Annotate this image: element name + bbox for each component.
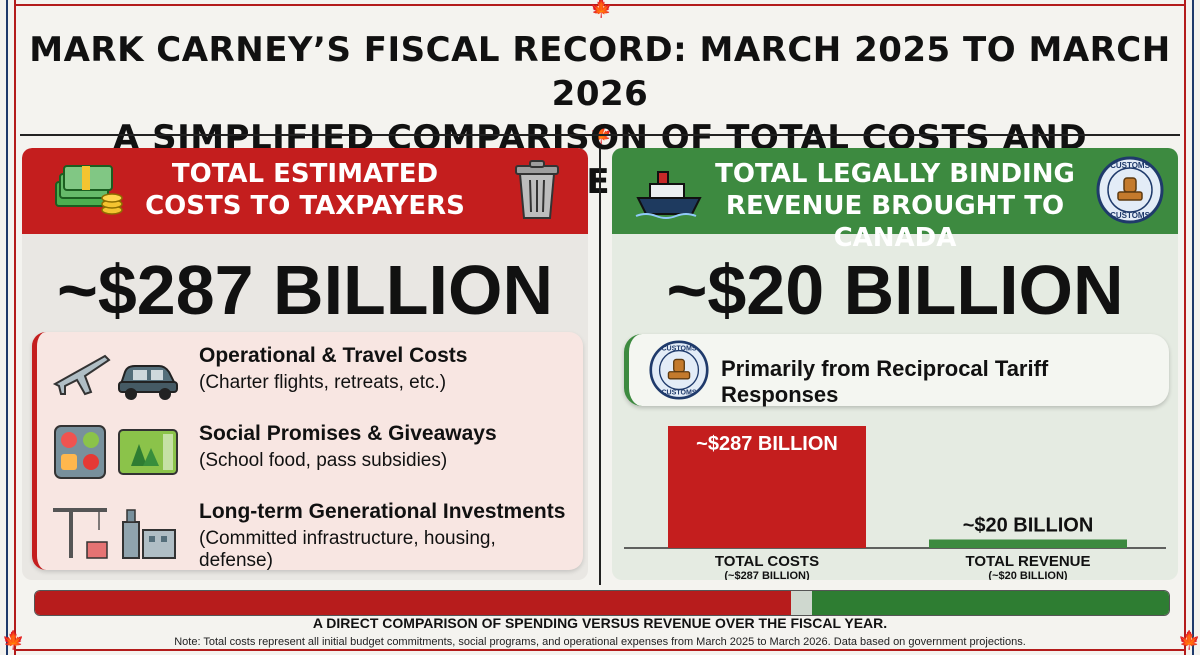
revenue-header-line-2: REVENUE BROUGHT TO CANADA [725, 191, 1065, 253]
cost-item-icons [51, 500, 181, 560]
food-tray-icon [54, 425, 106, 479]
airplane-icon [52, 354, 111, 396]
stamp-text-top: CUSTOMS [661, 346, 696, 353]
bar-data-label-1: ~$20 BILLION [963, 514, 1094, 536]
cost-item-title: Long-term Generational Investments [199, 500, 566, 523]
money-stack-icon [52, 160, 124, 224]
list-item: Operational & Travel Costs (Charter flig… [51, 342, 573, 412]
costs-panel: TOTAL ESTIMATED COSTS TO TAXPAYERS ~$287… [22, 148, 588, 580]
costs-header-title: TOTAL ESTIMATED COSTS TO TAXPAYERS [112, 158, 498, 222]
footnote: Note: Total costs represent all initial … [174, 636, 1026, 648]
total-revenue-amount: ~$20 BILLION [666, 251, 1124, 329]
maple-leaf-icon: 🍁 [2, 630, 25, 651]
bar-1 [929, 539, 1127, 548]
customs-stamp-icon: CUSTOMS CUSTOMS [649, 340, 709, 404]
list-item: Long-term Generational Investments (Comm… [51, 498, 573, 571]
cost-item-title: Operational & Travel Costs [199, 344, 468, 367]
total-costs-amount: ~$287 BILLION [56, 251, 553, 329]
frame-bottom-border [14, 646, 1186, 651]
title-line-1: MARK CARNEY’S FISCAL RECORD: MARCH 2025 … [29, 30, 1171, 114]
costs-header-line-1: TOTAL ESTIMATED [171, 159, 439, 189]
revenue-panel: TOTAL LEGALLY BINDING REVENUE BROUGHT TO… [612, 148, 1178, 580]
costs-header: TOTAL ESTIMATED COSTS TO TAXPAYERS [22, 148, 588, 234]
center-divider [599, 148, 601, 585]
title-divider [20, 134, 1180, 136]
costs-header-line-2: COSTS TO TAXPAYERS [145, 191, 465, 221]
cost-item-title: Social Promises & Giveaways [199, 422, 497, 445]
maple-leaf-icon: 🍁 [590, 0, 613, 19]
maple-leaf-icon: 🍁 [1178, 630, 1200, 651]
cost-item-subtitle: (School food, pass subsidies) [199, 450, 448, 471]
stamp-text-top: CUSTOMS [1110, 161, 1151, 170]
revenue-source-text: Primarily from Reciprocal Tariff Respons… [721, 356, 1049, 407]
stamp-text-bottom: CUSTOMS [1110, 211, 1151, 220]
car-icon [118, 365, 178, 400]
revenue-source: CUSTOMS CUSTOMS Primarily from Reciproca… [624, 334, 1169, 407]
revenue-header-title: TOTAL LEGALLY BINDING REVENUE BROUGHT TO… [702, 158, 1088, 254]
cost-item-subtitle: (Committed infrastructure, housing, defe… [199, 528, 496, 571]
construction-crane-icon [53, 508, 108, 559]
gap-fill [791, 591, 812, 615]
cost-item-subtitle: (Charter flights, retreats, etc.) [199, 372, 447, 393]
frame-top-border [14, 4, 1186, 9]
list-item: Social Promises & Giveaways (School food… [51, 420, 573, 490]
revenue-header: TOTAL LEGALLY BINDING REVENUE BROUGHT TO… [612, 148, 1178, 253]
industrial-plant-icon [122, 509, 176, 559]
park-pass-icon [118, 429, 178, 475]
bar-chart-svg: ~$287 BILLION TOTAL COSTS(~$287 BILLION) ~… [624, 426, 1166, 580]
category-label-1: TOTAL REVENUE [965, 553, 1090, 570]
cost-item-icons [51, 422, 181, 482]
comparison-chart: ~$287 BILLION TOTAL COSTS (~$287 BILLION) ~… [612, 418, 1178, 580]
trash-can-icon [512, 158, 562, 226]
revenue-header-line-1: TOTAL LEGALLY BINDING [715, 159, 1075, 189]
stamp-text-bottom: CUSTOMS [661, 390, 696, 397]
customs-stamp-icon: CUSTOMS CUSTOMS [1096, 156, 1164, 228]
cargo-ship-icon [634, 164, 704, 224]
cost-share-fill [35, 591, 792, 615]
bar-0 [668, 426, 866, 548]
revenue-share-fill [811, 591, 1169, 615]
frame-left-border [6, 0, 16, 655]
frame-right-border [1184, 0, 1194, 655]
comparison-progress-bar [34, 590, 1170, 616]
cost-item-icons [51, 344, 181, 404]
cost-breakdown-list: Operational & Travel Costs (Charter flig… [32, 332, 583, 571]
category-sublabel-1: (~$20 BILLION) [988, 570, 1067, 580]
comparison-caption: A DIRECT COMPARISON OF SPENDING VERSUS R… [312, 615, 888, 631]
category-sublabel-0: (~$287 BILLION) [724, 570, 810, 580]
category-label-0: TOTAL COSTS [715, 553, 819, 570]
bar-data-label-0: ~$287 BILLION [696, 433, 838, 455]
